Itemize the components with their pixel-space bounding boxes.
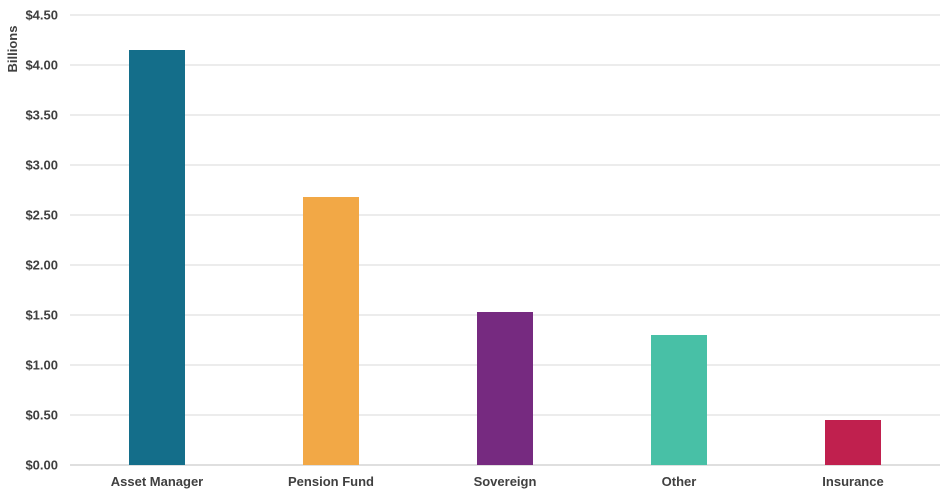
y-tick-label: $2.50 <box>25 208 58 223</box>
bars <box>129 50 881 465</box>
y-tick-label: $1.00 <box>25 358 58 373</box>
x-category-label: Sovereign <box>474 474 537 489</box>
bar-sovereign <box>477 312 533 465</box>
bar-pension-fund <box>303 197 359 465</box>
bar-asset-manager <box>129 50 185 465</box>
y-axis-ticks: $0.00 $0.50 $1.00 $1.50 $2.00 $2.50 $3.00 $3.50… <box>25 8 58 473</box>
x-category-label: Other <box>662 474 697 489</box>
x-category-label: Insurance <box>822 474 883 489</box>
y-tick-label: $4.00 <box>25 58 58 73</box>
bar-insurance <box>825 420 881 465</box>
y-tick-label: $0.50 <box>25 408 58 423</box>
bar-other <box>651 335 707 465</box>
y-tick-label: $4.50 <box>25 8 58 23</box>
y-tick-label: $1.50 <box>25 308 58 323</box>
x-category-label: Pension Fund <box>288 474 374 489</box>
y-axis-title: Billions <box>5 26 20 73</box>
x-category-label: Asset Manager <box>111 474 203 489</box>
y-tick-label: $3.00 <box>25 158 58 173</box>
y-tick-label: $2.00 <box>25 258 58 273</box>
gridlines <box>70 14 940 466</box>
x-axis-categories: Asset Manager Pension Fund Sovereign Other I… <box>111 474 884 489</box>
y-tick-label: $3.50 <box>25 108 58 123</box>
y-tick-label: $0.00 <box>25 458 58 473</box>
